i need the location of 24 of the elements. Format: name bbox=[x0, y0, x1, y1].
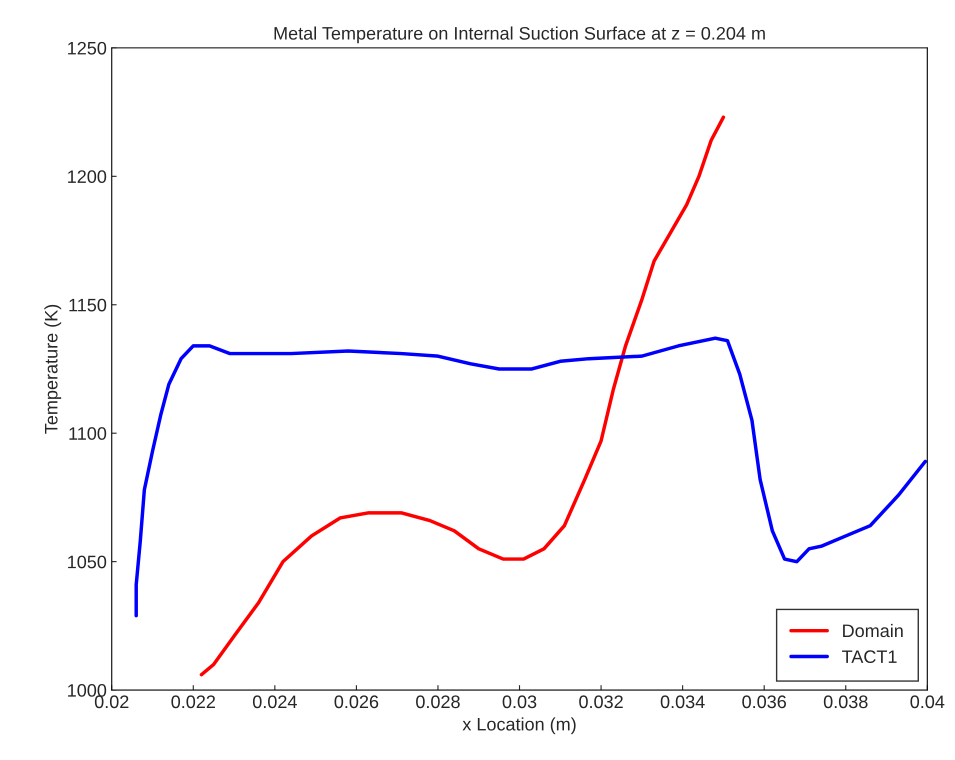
x-axis-title: x Location (m) bbox=[462, 717, 576, 734]
x-tick-label: 0.038 bbox=[824, 695, 868, 708]
y-tick-label: 1100 bbox=[69, 427, 106, 440]
y-axis-title: Temperature (K) bbox=[44, 304, 62, 434]
chart-title: Metal Temperature on Internal Suction Surface at z = 0.204 m bbox=[274, 26, 765, 44]
y-tick-label: 1150 bbox=[69, 298, 106, 312]
x-tick-label: 0.02 bbox=[94, 695, 128, 708]
x-tick-label: 0.028 bbox=[416, 695, 460, 708]
x-tick-label: 0.022 bbox=[171, 695, 215, 708]
x-tick-label: 0.032 bbox=[579, 695, 623, 708]
y-tick-label: 1250 bbox=[68, 42, 106, 55]
x-tick-label: 0.024 bbox=[252, 695, 297, 708]
line-series bbox=[200, 116, 726, 676]
y-tick-label: 1000 bbox=[68, 684, 106, 697]
y-tick-label: 1050 bbox=[68, 556, 106, 568]
x-tick-label: 0.034 bbox=[660, 695, 705, 708]
y-tick-label: 1200 bbox=[68, 170, 106, 184]
x-tick-label: 0.036 bbox=[742, 695, 786, 708]
x-tick-label: 0.04 bbox=[910, 695, 944, 708]
x-tick-label: 0.03 bbox=[502, 695, 536, 708]
legend-label: TACT1 bbox=[842, 650, 897, 664]
x-tick-label: 0.026 bbox=[334, 695, 378, 708]
legend-label: Domain bbox=[843, 624, 903, 638]
line-series bbox=[134, 336, 927, 618]
